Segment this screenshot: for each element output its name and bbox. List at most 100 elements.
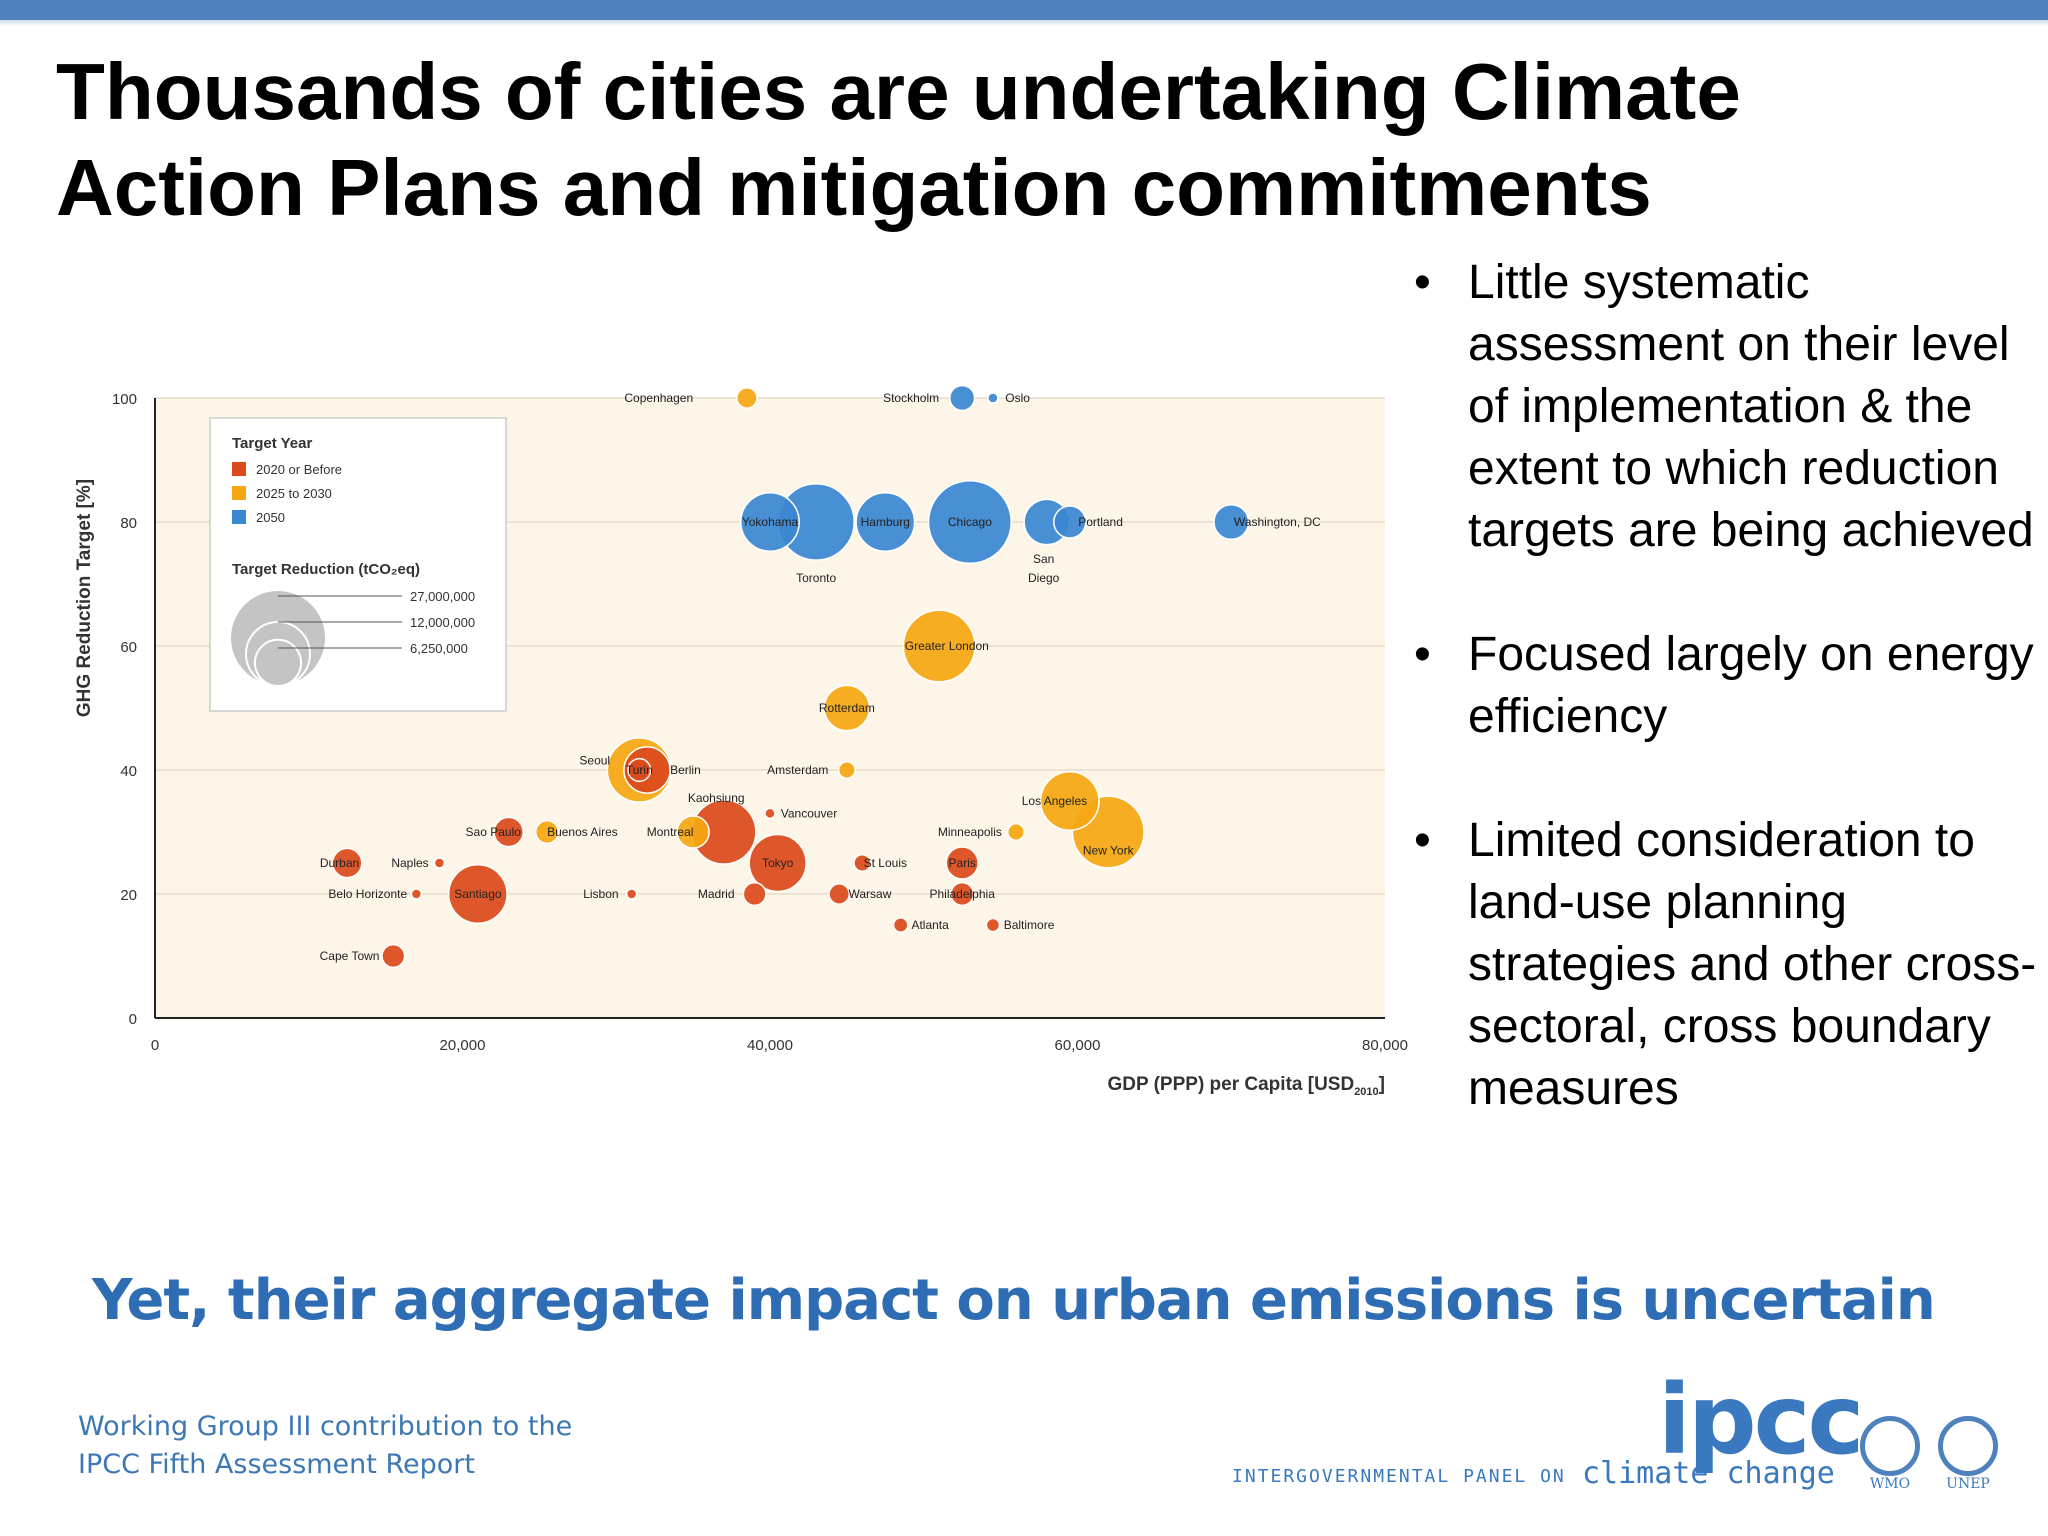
y-tick-label: 40 (120, 763, 137, 780)
city-label: Yokohama (742, 515, 799, 529)
legend-size-label: 6,250,000 (410, 641, 468, 656)
bubble-point (534, 819, 560, 845)
city-label: Chicago (948, 515, 992, 529)
ipcc-logo: ipcc (1658, 1364, 1864, 1476)
city-label: Seoul (579, 754, 610, 768)
bubble-point (740, 492, 800, 552)
bubble-point (1006, 822, 1026, 842)
bubble-point (902, 609, 976, 683)
footer-line-2: IPCC Fifth Assessment Report (78, 1449, 475, 1480)
slide-title: Thousands of cities are undertaking Clim… (56, 47, 1741, 232)
city-label: Oslo (1005, 391, 1030, 405)
bullet-list: • Little systematic assessment on their l… (1410, 252, 2040, 1182)
footer-credit: Working Group III contribution to the IP… (78, 1408, 572, 1484)
legend-title: Target Year (232, 435, 312, 452)
bubble-point (837, 760, 856, 780)
bubble-point (764, 807, 776, 820)
city-label: Washington, DC (1234, 515, 1321, 529)
bullet-dot-icon: • (1414, 628, 1431, 681)
bubble-point (410, 888, 423, 900)
legend-label: 2050 (256, 510, 285, 525)
city-label: Madrid (698, 887, 735, 901)
bubble-point (433, 857, 446, 869)
city-label: Paris (949, 856, 976, 870)
y-axis-label: GHG Reduction Target [%] (74, 479, 95, 717)
bubble-point (892, 917, 909, 933)
y-tick-label: 0 (129, 1011, 137, 1028)
bubble-point (676, 815, 710, 849)
y-tick-label: 20 (120, 887, 137, 904)
city-label: Belo Horizonte (328, 887, 407, 901)
x-tick-label: 20,000 (440, 1037, 486, 1054)
bubble-point (748, 833, 807, 893)
city-label: New York (1083, 844, 1135, 858)
city-label: Tokyo (762, 856, 794, 870)
bullet-text: Focused largely on energy efficiency (1468, 628, 2034, 743)
city-label: Portland (1078, 515, 1123, 529)
bubble-point (1213, 503, 1250, 541)
bullet-dot-icon: • (1414, 256, 1431, 309)
city-label: Santiago (454, 887, 502, 901)
ipcc-climate-change: climate change (1582, 1456, 1835, 1491)
city-label: Stockholm (883, 391, 939, 405)
x-tick-label: 80,000 (1362, 1037, 1408, 1054)
legend-swatch (232, 510, 246, 524)
city-label: Copenhagen (624, 391, 693, 405)
x-tick-label: 40,000 (747, 1037, 793, 1054)
city-label: Hamburg (861, 515, 910, 529)
bubble-point (855, 492, 916, 552)
city-label: Vancouver (781, 806, 837, 820)
city-label: Toronto (796, 571, 836, 585)
bubble-point (1053, 505, 1087, 539)
city-label: San (1033, 552, 1054, 566)
legend-label: 2020 or Before (256, 462, 342, 477)
city-label: Diego (1028, 571, 1060, 585)
unep-emblem-icon (1938, 1416, 1998, 1476)
bubble-point (331, 847, 363, 879)
ipcc-subtitle: INTERGOVERNMENTAL PANEL ON (1232, 1466, 1566, 1487)
wmo-label: WMO (1869, 1476, 1911, 1492)
legend-swatch (232, 486, 246, 500)
city-label: Turin (626, 763, 653, 777)
bubble-point (742, 881, 767, 907)
legend-size-bubble (253, 638, 303, 687)
city-label: Naples (391, 856, 428, 870)
city-label: Cape Town (320, 949, 380, 963)
bubble-point (945, 846, 979, 880)
bubble-point (627, 757, 652, 783)
logo-area: ipcc INTERGOVERNMENTAL PANEL ON climate … (1220, 1364, 2020, 1518)
top-accent-bar (0, 0, 2048, 20)
bubble-point (381, 943, 406, 969)
bubble-point (927, 479, 1012, 565)
x-axis-label: GDP (PPP) per Capita [USD2010] (1107, 1074, 1385, 1098)
bubble-point (823, 684, 871, 732)
top-accent-shadow (0, 20, 2048, 26)
bubble-point (736, 387, 758, 409)
bullet-text: Limited consideration to land-use planni… (1468, 814, 2037, 1115)
bubble-chart: 0 20 40 60 80 100 0 20,000 40,000 60,000 80,000 GDP… (74, 384, 1408, 1098)
legend-swatch (232, 462, 246, 476)
bullet-text: Little systematic assessment on their le… (1468, 256, 2034, 557)
bubble-point (625, 888, 638, 900)
legend-size-title: Target Reduction (tCO₂eq) (232, 561, 420, 578)
x-tick-label: 60,000 (1055, 1037, 1101, 1054)
legend-label: 2025 to 2030 (256, 486, 332, 501)
x-tick-label: 0 (151, 1037, 159, 1054)
city-label: Philadelphia (929, 887, 995, 901)
city-label: St Louis (864, 856, 907, 870)
bubble-point (447, 864, 508, 924)
y-tick-label: 60 (120, 639, 137, 656)
city-label: Buenos Aires (547, 825, 618, 839)
wmo-emblem-icon (1860, 1416, 1920, 1476)
bubble-point (950, 881, 975, 907)
city-label: Rotterdam (819, 701, 875, 715)
city-label: Greater London (905, 639, 989, 653)
city-label: Montreal (647, 825, 694, 839)
city-label: Berlin (670, 763, 701, 777)
bullet-item: • Little systematic assessment on their l… (1410, 252, 2040, 562)
bullet-dot-icon: • (1414, 814, 1431, 867)
y-tick-label: 100 (112, 391, 137, 408)
bubble-point (1039, 771, 1100, 831)
bubble-point (985, 917, 1001, 933)
legend-size-label: 27,000,000 (410, 589, 475, 604)
